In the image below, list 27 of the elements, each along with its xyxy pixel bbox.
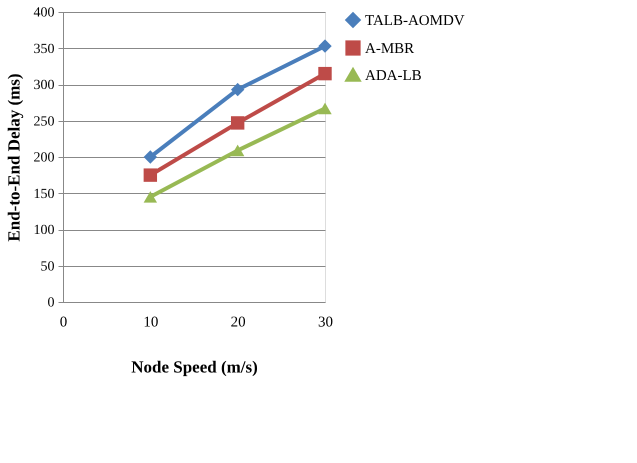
y-tick-label: 100 bbox=[34, 223, 54, 238]
y-axis-title: End-to-End Delay (ms) bbox=[4, 73, 24, 242]
y-tick-label: 0 bbox=[48, 296, 54, 310]
y-tick-label: 200 bbox=[34, 150, 54, 166]
point bbox=[230, 116, 244, 130]
point bbox=[144, 150, 158, 164]
y-tick-label: 300 bbox=[34, 78, 54, 93]
x-tick-label: 10 bbox=[143, 314, 158, 330]
y-tick-label: 250 bbox=[34, 114, 54, 130]
legend-label: ADA-LB bbox=[365, 68, 422, 84]
point bbox=[318, 102, 332, 114]
x-tick-label: 20 bbox=[230, 314, 246, 330]
y-tick-label: 350 bbox=[34, 42, 54, 57]
legend-label: A-MBR bbox=[365, 41, 414, 57]
point bbox=[318, 66, 332, 80]
point bbox=[230, 144, 244, 156]
point bbox=[144, 168, 158, 182]
point bbox=[318, 39, 332, 53]
y-tick-label: 150 bbox=[34, 186, 54, 202]
point bbox=[230, 82, 244, 96]
y-tick-label: 50 bbox=[40, 259, 54, 274]
x-tick-label: 30 bbox=[318, 314, 333, 330]
x-tick-label: 0 bbox=[60, 314, 68, 330]
legend-label: TALB-AOMDV bbox=[365, 13, 465, 29]
point bbox=[144, 191, 158, 203]
y-tick-label: 400 bbox=[34, 6, 54, 20]
x-axis-title: Node Speed (m/s) bbox=[131, 358, 258, 376]
